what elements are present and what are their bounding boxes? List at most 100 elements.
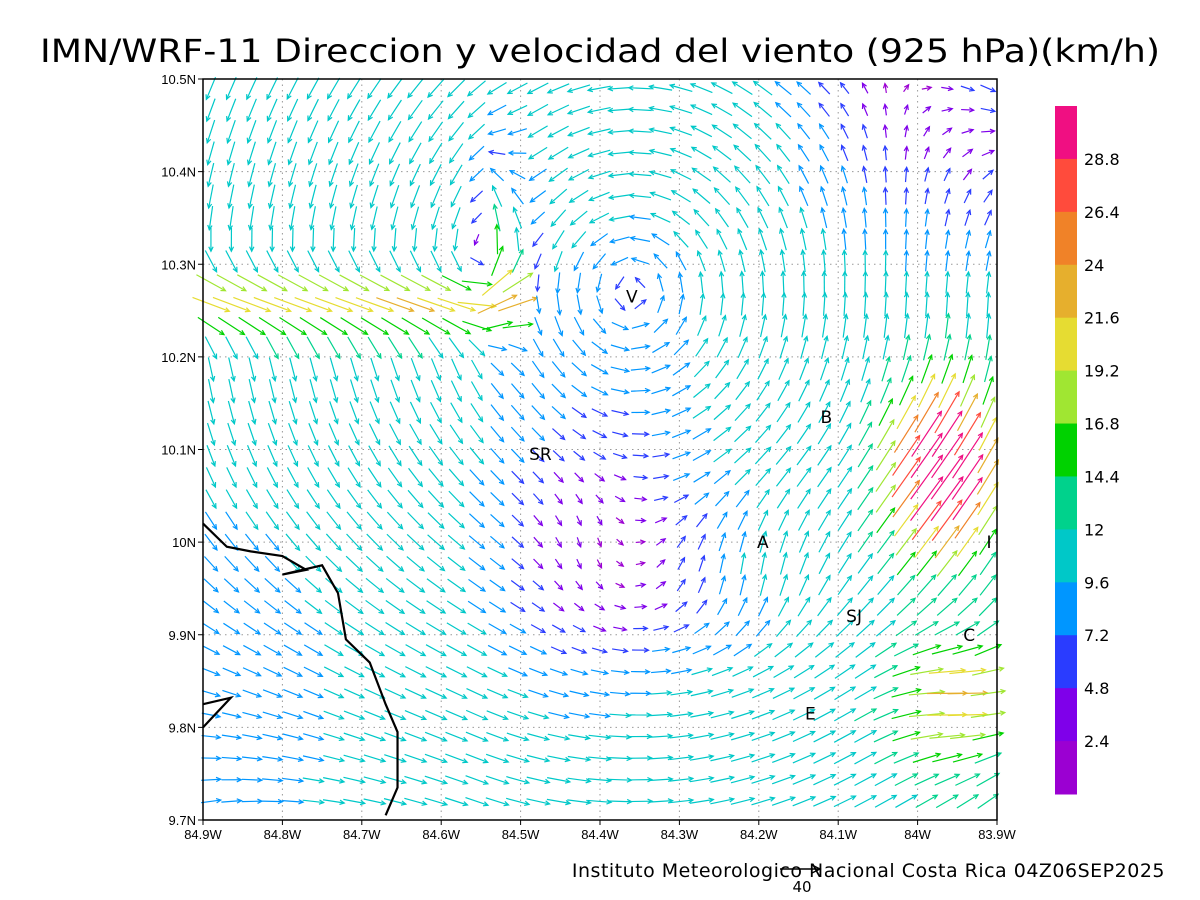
- lat-tick-label: 9.8N: [169, 720, 196, 735]
- wind-arrow: [970, 688, 1007, 697]
- colorbar-swatch: [1055, 688, 1077, 742]
- wind-arrow: [799, 185, 809, 207]
- wind-arrow: [842, 313, 849, 338]
- wind-arrow: [284, 600, 302, 615]
- wind-arrow: [470, 403, 484, 423]
- map-title: IMN/WRF-11 Direccion y velocidad del vie…: [40, 32, 1160, 70]
- wind-arrow: [755, 402, 771, 422]
- wind-arrow: [457, 301, 498, 309]
- wind-arrow: [492, 203, 501, 232]
- wind-arrow: [469, 425, 484, 444]
- wind-arrow: [343, 798, 367, 806]
- wind-arrow: [798, 530, 810, 553]
- wind-arrow: [348, 163, 359, 188]
- wind-arrow: [610, 669, 631, 675]
- wind-arrow: [773, 665, 795, 678]
- wind-arrow: [587, 149, 611, 158]
- wind-arrow: [390, 357, 400, 382]
- wind-arrow: [287, 141, 298, 166]
- wind-arrow: [914, 391, 939, 433]
- wind-arrow: [730, 796, 756, 805]
- wind-arrow: [552, 338, 565, 358]
- wind-arrow: [838, 552, 852, 574]
- wind-arrow: [490, 362, 505, 377]
- wind-arrow: [511, 383, 525, 399]
- wind-arrow: [614, 604, 627, 610]
- wind-arrow: [567, 126, 590, 137]
- wind-arrow: [573, 316, 585, 337]
- wind-arrow: [833, 730, 857, 743]
- wind-arrow: [531, 360, 545, 379]
- wind-arrow: [410, 206, 420, 231]
- wind-arrow: [427, 79, 445, 99]
- wind-arrow: [389, 142, 401, 165]
- wind-arrow: [898, 375, 914, 406]
- wind-arrow: [910, 454, 944, 500]
- wind-arrow: [471, 359, 483, 380]
- wind-arrow: [246, 445, 258, 468]
- wind-arrow: [837, 444, 852, 467]
- wind-arrow: [693, 383, 711, 398]
- wind-arrow: [587, 777, 613, 784]
- wind-arrow: [689, 104, 713, 116]
- wind-arrow: [587, 799, 613, 805]
- wind-arrow: [348, 423, 360, 446]
- wind-arrow: [304, 622, 323, 636]
- wind-arrow: [841, 249, 848, 272]
- wind-arrow: [576, 537, 582, 549]
- wind-arrow: [526, 754, 551, 763]
- wind-arrow: [984, 209, 992, 226]
- wind-arrow: [586, 106, 611, 114]
- wind-arrow: [425, 709, 448, 721]
- wind-arrow: [635, 582, 647, 588]
- wind-arrow: [612, 452, 628, 460]
- wind-arrow: [365, 555, 384, 573]
- wind-arrow: [961, 128, 975, 134]
- wind-arrow: [882, 165, 889, 183]
- wind-arrow: [630, 387, 651, 394]
- wind-arrow: [490, 404, 505, 422]
- wind-arrow: [406, 578, 426, 593]
- wind-arrow: [719, 553, 726, 574]
- wind-arrow: [963, 188, 972, 204]
- wind-arrow: [912, 644, 942, 656]
- wind-arrow: [611, 321, 630, 331]
- wind-arrow: [407, 511, 425, 530]
- wind-arrow: [944, 291, 951, 317]
- wind-arrow: [840, 144, 849, 162]
- wind-arrow: [834, 664, 856, 679]
- wind-arrow: [340, 317, 369, 336]
- wind-arrow: [308, 423, 319, 447]
- wind-arrow: [344, 599, 364, 615]
- wind-arrow: [649, 754, 674, 761]
- wind-arrow: [470, 381, 483, 402]
- wind-arrow: [437, 297, 477, 312]
- wind-arrow: [461, 280, 493, 287]
- wind-arrow: [924, 228, 930, 249]
- wind-arrow: [751, 796, 776, 806]
- wind-arrow: [630, 344, 651, 350]
- wind-arrow: [511, 248, 524, 273]
- wind-arrow: [673, 339, 690, 356]
- wind-arrow: [386, 533, 404, 551]
- wind-arrow: [874, 665, 899, 679]
- wind-arrow: [755, 424, 772, 443]
- wind-arrow: [222, 667, 242, 677]
- wind-arrow: [424, 775, 449, 785]
- wind-arrow: [241, 756, 264, 762]
- lon-tick-label: 84.4W: [581, 827, 619, 842]
- wind-arrow: [740, 291, 746, 316]
- wind-arrow: [895, 794, 918, 808]
- wind-arrow: [651, 430, 671, 437]
- wind-arrow: [669, 732, 694, 739]
- wind-arrow: [821, 313, 829, 338]
- wind-arrow: [241, 777, 264, 783]
- wind-arrow: [283, 644, 303, 656]
- colorbar-label: 4.8: [1084, 679, 1109, 698]
- wind-arrow: [675, 316, 687, 335]
- wind-arrow: [591, 341, 609, 355]
- wind-arrow: [671, 667, 693, 675]
- wind-arrow: [653, 473, 670, 480]
- wind-arrow: [572, 339, 587, 357]
- wind-arrow: [985, 291, 992, 317]
